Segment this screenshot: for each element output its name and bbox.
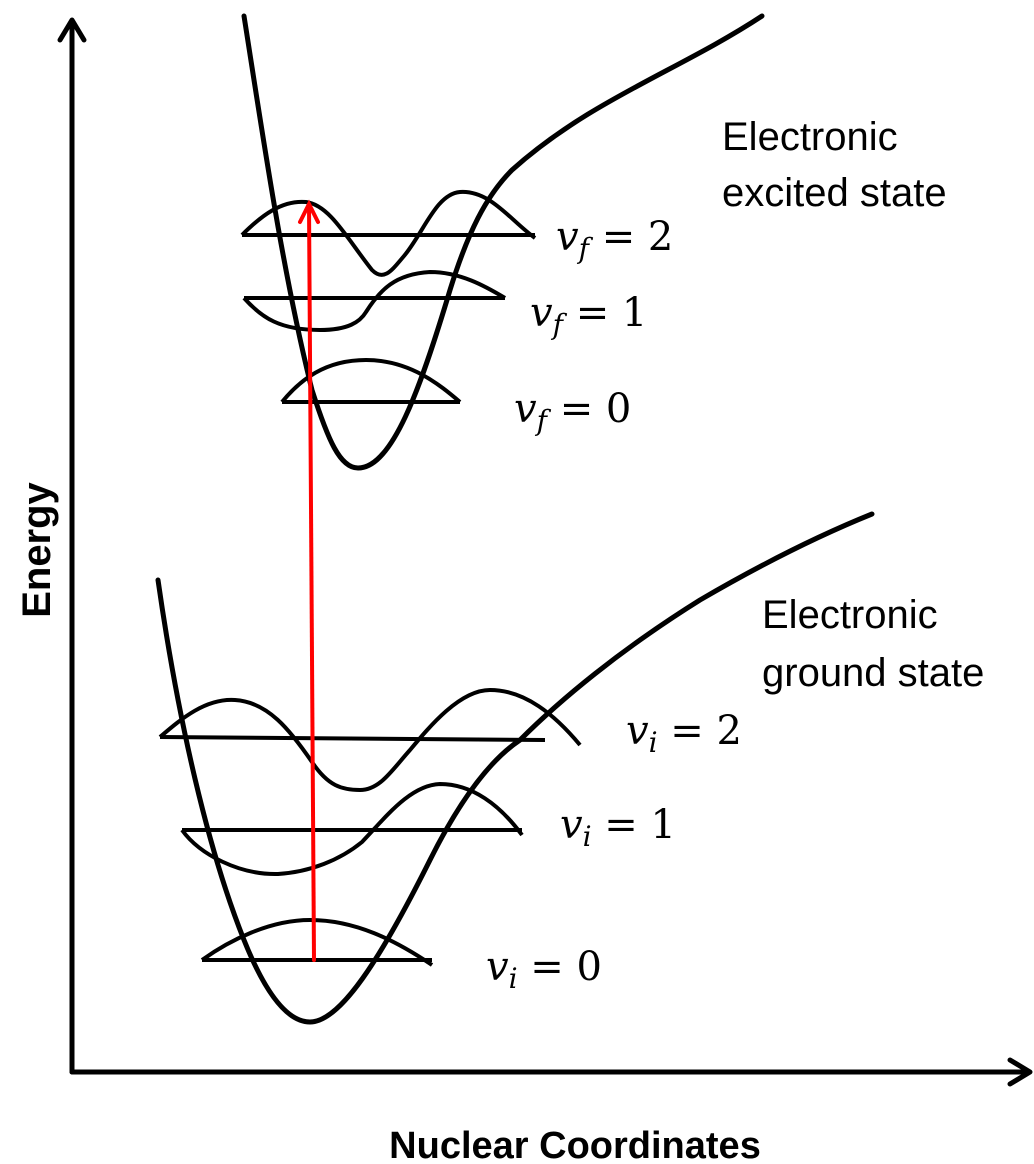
label-var: v (560, 802, 583, 848)
ground-level-v1 (180, 781, 524, 877)
ground-level-v0 (200, 917, 434, 967)
transition-line (307, 203, 316, 962)
label-rest: = 2 (589, 214, 673, 260)
wavefunction (280, 357, 462, 404)
y-axis-arrowhead (57, 17, 87, 43)
y-axis-label: Energy (15, 481, 59, 617)
label-vi-0: vi = 0 (486, 944, 602, 995)
label-sub: i (509, 962, 518, 995)
label-rest: = 2 (658, 708, 742, 754)
wavefunction (200, 917, 434, 967)
energy-level-line (159, 735, 546, 742)
label-rest: = 1 (592, 802, 676, 848)
label-vi-1: vi = 1 (560, 802, 676, 853)
wavefunction (240, 189, 537, 277)
excited-state-label-line1: Electronic (722, 115, 898, 159)
label-rest: = 0 (518, 944, 602, 990)
label-var: v (486, 944, 509, 990)
label-var: v (530, 290, 553, 336)
wavefunction (180, 781, 524, 877)
label-var: v (556, 214, 579, 260)
label-sub: i (583, 820, 592, 853)
excited-level-v1 (242, 269, 507, 333)
excited-level-v2 (240, 189, 537, 277)
ground-state-label-line2: ground state (762, 651, 984, 695)
ground-level-v2 (158, 687, 582, 793)
label-vf-0: vf = 0 (514, 386, 631, 437)
label-sub: i (649, 726, 658, 759)
ground-state-potential-curve (155, 511, 875, 1025)
label-rest: = 0 (547, 386, 631, 432)
label-vf-2: vf = 2 (556, 214, 673, 265)
vertical-transition-arrow (298, 199, 320, 962)
label-vf-1: vf = 1 (530, 290, 647, 341)
wavefunction (242, 269, 507, 333)
axes (57, 17, 1033, 1087)
excited-state-potential-curve (241, 13, 765, 471)
label-var: v (514, 386, 537, 432)
excited-state-label-line2: excited state (722, 171, 947, 215)
label-rest: = 1 (563, 290, 647, 336)
x-axis-arrowhead (1007, 1057, 1033, 1087)
x-axis-label: Nuclear Coordinates (389, 1125, 761, 1164)
label-vi-2: vi = 2 (626, 708, 742, 759)
label-var: v (626, 708, 649, 754)
ground-state-label-line1: Electronic (762, 593, 938, 637)
transition-arrowhead (298, 199, 320, 224)
wavefunction (158, 687, 582, 793)
